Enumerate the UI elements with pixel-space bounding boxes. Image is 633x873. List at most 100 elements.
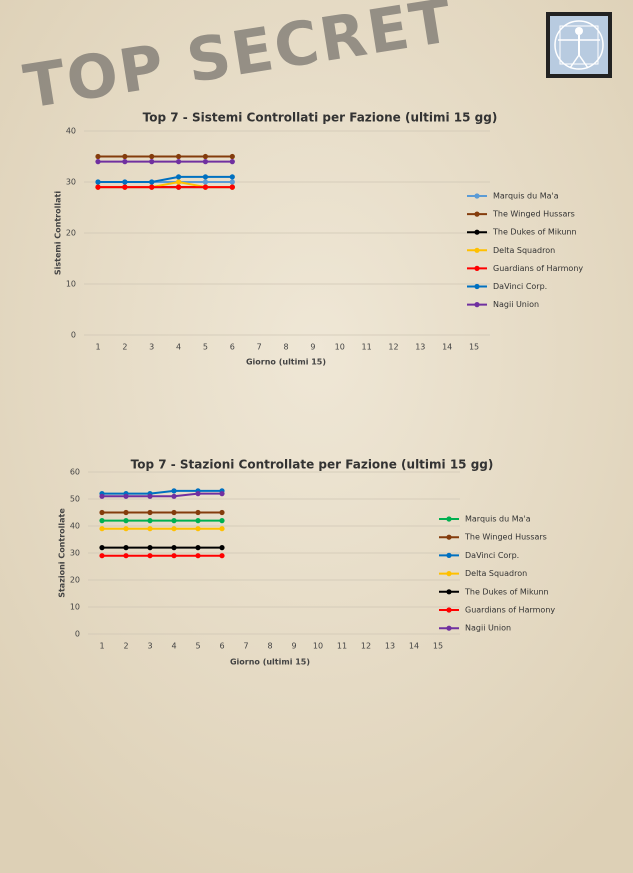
legend-label: Nagii Union [493, 300, 539, 309]
data-point [229, 174, 235, 180]
data-point [149, 179, 155, 185]
x-tick-label: 9 [310, 343, 315, 352]
data-point [171, 545, 177, 551]
data-point [171, 518, 177, 524]
x-tick-label: 4 [176, 343, 181, 352]
data-point [202, 179, 209, 185]
legend-label: Marquis du Ma'a [493, 192, 559, 201]
y-tick-label: 60 [70, 468, 80, 477]
legend-marker [446, 552, 452, 559]
data-point [99, 553, 105, 559]
data-point [195, 491, 201, 497]
data-point [195, 509, 201, 516]
y-tick-label: 40 [66, 127, 76, 136]
legend-marker [474, 302, 480, 308]
y-axis-title: Sistemi Controllati [54, 191, 63, 275]
data-point [175, 159, 182, 165]
legend-label: The Winged Hussars [464, 533, 547, 542]
data-point [123, 518, 129, 524]
data-point [229, 184, 235, 190]
x-tick-label: 2 [122, 343, 127, 352]
y-tick-label: 0 [75, 630, 80, 639]
legend-marker [446, 516, 452, 522]
data-point [175, 153, 182, 160]
y-tick-label: 40 [70, 522, 80, 531]
data-point [195, 553, 201, 559]
x-tick-label: 6 [230, 343, 235, 352]
data-point [219, 518, 225, 524]
x-tick-label: 1 [99, 642, 104, 651]
y-tick-label: 50 [70, 495, 80, 504]
data-point [147, 526, 153, 532]
legend-marker [446, 589, 452, 595]
data-point [202, 159, 209, 165]
data-point [202, 174, 209, 180]
x-tick-label: 13 [415, 343, 425, 352]
x-tick-label: 3 [149, 343, 154, 352]
series-line [102, 492, 222, 498]
chart-title: Top 7 - Stazioni Controllate per Fazione… [131, 458, 494, 472]
x-tick-label: 10 [313, 642, 323, 651]
data-point [229, 179, 235, 185]
data-point [175, 174, 182, 180]
y-axis-title: Stazioni Controllate [58, 508, 67, 598]
legend-marker [474, 229, 480, 235]
data-point [99, 545, 105, 551]
x-tick-label: 1 [95, 343, 100, 352]
data-point [171, 553, 177, 559]
legend-label: Marquis du Ma'a [465, 515, 531, 524]
legend-marker [446, 607, 452, 613]
data-point [175, 184, 182, 190]
y-tick-label: 30 [66, 178, 76, 187]
x-tick-label: 10 [335, 343, 345, 352]
data-point [171, 488, 177, 494]
y-tick-label: 20 [66, 229, 76, 238]
data-point [219, 509, 225, 516]
data-point [171, 493, 177, 499]
data-point [99, 509, 105, 516]
y-tick-label: 30 [70, 549, 80, 558]
data-point [147, 493, 153, 499]
data-point [99, 493, 105, 499]
x-tick-label: 13 [385, 642, 395, 651]
legend-label: Delta Squadron [493, 246, 555, 255]
data-point [147, 553, 153, 559]
x-tick-label: 8 [267, 642, 272, 651]
data-point [95, 159, 101, 165]
data-point [202, 184, 209, 190]
y-tick-label: 0 [71, 331, 76, 340]
y-tick-label: 20 [70, 576, 80, 585]
x-axis-title: Giorno (ultimi 15) [230, 658, 310, 667]
data-point [229, 153, 235, 160]
data-point [95, 184, 101, 190]
data-point [122, 153, 128, 160]
data-point [122, 159, 128, 165]
legend-label: The Winged Hussars [492, 210, 575, 219]
legend-marker [446, 571, 452, 577]
x-tick-label: 11 [337, 642, 347, 651]
legend-label: DaVinci Corp. [493, 282, 547, 291]
legend-label: The Dukes of Mikunn [492, 228, 577, 237]
data-point [219, 526, 225, 532]
series-line [98, 175, 233, 183]
x-tick-label: 3 [147, 642, 152, 651]
x-tick-label: 6 [219, 642, 224, 651]
x-tick-label: 15 [433, 642, 443, 651]
legend-marker [474, 193, 480, 199]
data-point [195, 545, 201, 551]
data-point [195, 526, 201, 532]
data-point [95, 179, 101, 185]
legend-marker [474, 283, 480, 290]
legend-label: Nagii Union [465, 624, 511, 633]
data-point [149, 184, 155, 190]
legend-label: Guardians of Harmony [465, 606, 555, 615]
data-point [149, 159, 155, 165]
data-point [123, 553, 129, 559]
y-tick-label: 10 [70, 603, 80, 612]
series-line [102, 489, 222, 495]
data-point [147, 518, 153, 524]
x-tick-label: 12 [388, 343, 398, 352]
